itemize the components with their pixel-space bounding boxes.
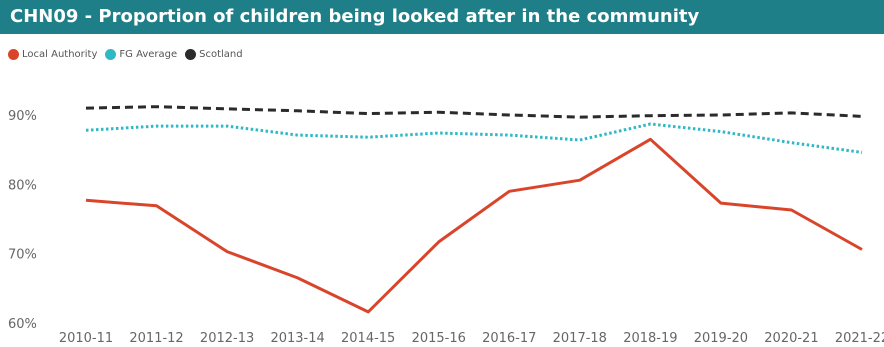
legend-item-local-authority[interactable]: Local Authority [8, 48, 98, 60]
legend-marker-fg-average [105, 48, 117, 60]
y-tick-label: 60% [8, 317, 37, 332]
legend-label-scotland: Scotland [199, 48, 243, 60]
legend-marker-scotland [185, 48, 197, 60]
legend-item-scotland[interactable]: Scotland [185, 48, 243, 60]
x-tick-label: 2013-14 [270, 331, 324, 346]
y-tick-label: 70% [8, 248, 37, 263]
y-tick-label: 90% [8, 109, 37, 124]
x-tick-label: 2010-11 [59, 331, 113, 346]
x-tick-label: 2017-18 [553, 331, 607, 346]
x-tick-label: 2021-22 [835, 331, 884, 346]
legend-marker-local-authority [8, 48, 19, 60]
series-line-fg-average[interactable] [85, 122, 863, 154]
x-tick-label: 2015-16 [412, 331, 466, 346]
series-line-scotland[interactable] [85, 105, 863, 119]
legend: Local Authority FG Average Scotland [8, 46, 243, 62]
x-tick-label: 2016-17 [482, 331, 536, 346]
x-tick-label: 2019-20 [694, 331, 748, 346]
x-tick-label: 2018-19 [623, 331, 677, 346]
x-tick-label: 2020-21 [764, 331, 818, 346]
y-tick-label: 80% [8, 178, 37, 193]
x-tick-label: 2011-12 [129, 331, 183, 346]
chart-title: CHN09 - Proportion of children being loo… [0, 0, 884, 34]
legend-label-local-authority: Local Authority [22, 48, 98, 60]
legend-item-fg-average[interactable]: FG Average [105, 48, 178, 60]
x-tick-label: 2014-15 [341, 331, 395, 346]
x-tick-label: 2012-13 [200, 331, 254, 346]
legend-label-fg-average: FG Average [119, 48, 178, 60]
series-line-local-authority[interactable] [85, 137, 863, 314]
